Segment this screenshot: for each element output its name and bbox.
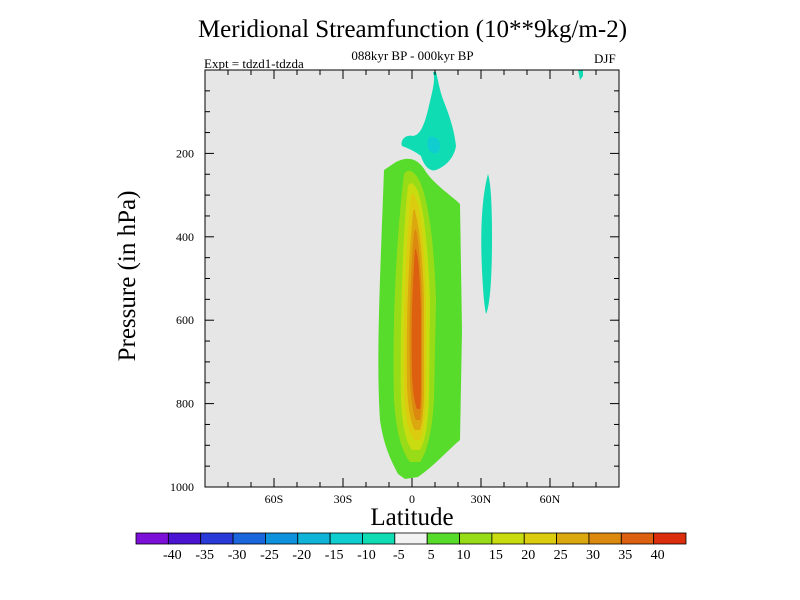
x-tick-label: 60N (540, 492, 561, 506)
colorbar-box (297, 532, 331, 545)
colorbar-label: 40 (651, 548, 665, 563)
contour-neg-upper-core (427, 136, 441, 154)
contour-layer (378, 70, 583, 479)
positive-cell (378, 158, 462, 479)
colorbar-label: -20 (292, 548, 311, 563)
negative-features (401, 70, 583, 314)
colorbar-box (556, 532, 590, 545)
colorbar-box (329, 532, 363, 545)
colorbar-label: -30 (228, 548, 247, 563)
colorbar-box (523, 532, 557, 545)
colorbar-box (459, 532, 493, 545)
axis-ticks (205, 70, 619, 488)
colorbar-box (167, 532, 202, 545)
experiment-label: Expt = tdzd1-tdzda (204, 56, 304, 71)
colorbar-label: -10 (357, 548, 376, 563)
colorbar-box (426, 532, 460, 545)
colorbar-label: -25 (260, 548, 279, 563)
contour-neg-upper (401, 72, 456, 171)
x-tick-label: 0 (409, 492, 415, 506)
x-tick-label: 30S (334, 492, 353, 506)
y-tick-label: 1000 (170, 480, 194, 494)
colorbar-box (200, 532, 234, 545)
colorbar-label: 15 (489, 548, 503, 563)
colorbar-label: 25 (554, 548, 568, 563)
contour-neg-30n (481, 174, 492, 314)
x-axis-label: Latitude (370, 504, 454, 531)
colorbar-label: -5 (393, 548, 405, 563)
x-tick-label: 30N (471, 492, 492, 506)
colorbar-label: -35 (195, 548, 214, 563)
colorbar: -40 -35 -30 -25 -20 -15 -10 -5 5 10 15 20 25 30 35 40 (135, 532, 687, 563)
axis-tick-labels: 60S 30S 0 30N 60N 200 400 600 800 1000 (170, 146, 561, 506)
colorbar-label: 35 (618, 548, 632, 563)
colorbar-label: 5 (428, 548, 435, 563)
y-tick-label: 400 (176, 230, 194, 244)
chart-title: Meridional Streamfunction (10**9kg/m-2) (197, 16, 628, 43)
colorbar-label: 20 (521, 548, 535, 563)
colorbar-box (588, 532, 622, 545)
colorbar-box (135, 532, 169, 545)
colorbar-label: -15 (325, 548, 344, 563)
contour-pos-35 (411, 248, 421, 409)
colorbar-label: 30 (586, 548, 600, 563)
colorbar-label: -40 (163, 548, 182, 563)
colorbar-box (491, 532, 525, 545)
y-tick-label: 600 (176, 313, 194, 327)
colorbar-box (394, 532, 428, 545)
colorbar-box (265, 532, 299, 545)
colorbar-box (620, 532, 655, 545)
y-tick-label: 800 (176, 397, 194, 411)
y-tick-label: 200 (176, 146, 194, 160)
season-label: DJF (594, 51, 616, 66)
colorbar-box (232, 532, 266, 545)
chart-subtitle: 088kyr BP - 000kyr BP (351, 48, 474, 63)
x-tick-label: 60S (265, 492, 284, 506)
colorbar-box (653, 532, 687, 545)
colorbar-box (362, 532, 396, 545)
colorbar-label: 10 (457, 548, 471, 563)
contour-neg-corner (578, 70, 583, 80)
